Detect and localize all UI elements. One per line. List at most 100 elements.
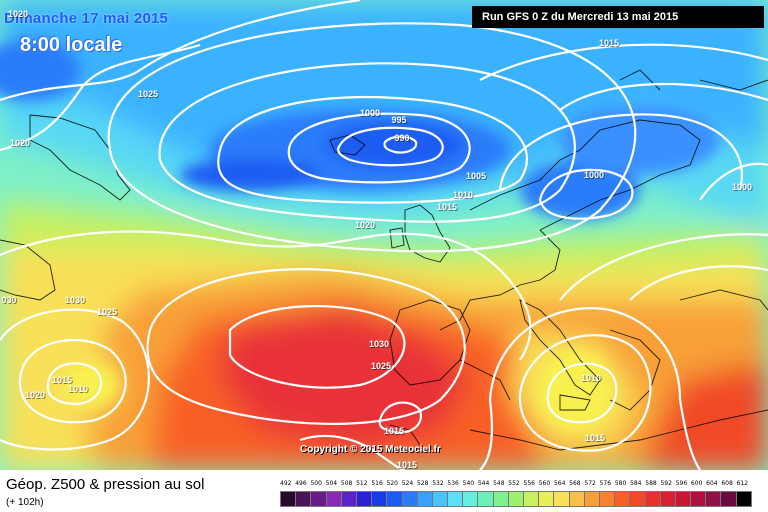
color-scale-swatch <box>675 492 692 506</box>
isobar-label: 1000 <box>731 182 753 192</box>
color-scale-label: 532 <box>432 480 444 487</box>
color-scale-label: 516 <box>371 480 383 487</box>
isobar-label: 1015 <box>396 460 418 470</box>
legend-title: Géop. Z500 & pression au sol <box>6 476 205 493</box>
color-scale-label: 496 <box>295 480 307 487</box>
isobar-label: 1000 <box>359 108 381 118</box>
isobars <box>0 0 768 470</box>
color-scale-label: 528 <box>416 480 429 487</box>
color-scale-swatch <box>706 492 722 506</box>
color-scale-swatch <box>326 492 342 506</box>
color-scale-label: 612 <box>736 480 749 487</box>
color-scale-swatch <box>463 492 479 506</box>
isobar-label: 1015 <box>383 426 405 436</box>
color-scale-swatch <box>281 492 297 506</box>
color-scale-label: 520 <box>386 480 398 487</box>
color-scale-swatch <box>615 492 631 506</box>
color-scale-swatch <box>341 492 357 506</box>
isobar-label: 1010 <box>452 190 474 200</box>
color-scale-swatch <box>539 492 555 506</box>
color-scale-label: 556 <box>523 480 535 487</box>
forecast-time: 8:00 locale <box>20 34 123 56</box>
color-scale-swatch <box>372 492 388 506</box>
color-scale-label: 524 <box>401 480 414 487</box>
color-scale-label: 580 <box>614 480 627 487</box>
color-scale-label: 564 <box>553 480 566 487</box>
color-scale-swatch <box>645 492 661 506</box>
color-scale-swatch <box>691 492 707 506</box>
color-scale-swatch <box>554 492 570 506</box>
color-scale-swatch <box>356 492 373 506</box>
isobar-label: 1020 <box>24 390 46 400</box>
color-scale-label: 492 <box>280 480 292 487</box>
isobar-label: 990 <box>394 133 410 143</box>
color-scale-swatch <box>524 492 540 506</box>
color-scale-swatches <box>280 491 752 507</box>
isobar-label: 1030 <box>64 295 86 305</box>
isobar-label: 1015 <box>436 202 458 212</box>
isobar-label: 1030 <box>368 339 390 349</box>
color-scale-swatch <box>736 492 751 506</box>
color-scale-label: 540 <box>462 480 475 487</box>
isobar-label: 1015 <box>584 433 606 443</box>
color-scale-swatch <box>417 492 433 506</box>
color-scale-swatch <box>630 492 646 506</box>
isobar-label: 030 <box>1 295 17 305</box>
color-scale-label: 584 <box>630 480 642 487</box>
isobar-label: 1000 <box>583 170 605 180</box>
color-scale-label: 568 <box>569 480 581 487</box>
isobar-label: 1010 <box>67 384 89 394</box>
color-scale-label: 608 <box>721 480 733 487</box>
color-scale-swatch <box>493 492 509 506</box>
color-scale-swatch <box>432 492 449 506</box>
color-scale-label: 600 <box>690 480 703 487</box>
color-scale-swatch <box>296 492 312 506</box>
isobar-label: 1020 <box>9 138 31 148</box>
isobar-label: 1020 <box>354 220 376 230</box>
legend-footer: Géop. Z500 & pression au sol (+ 102h) 49… <box>0 470 768 512</box>
color-scale-label: 588 <box>645 480 657 487</box>
color-scale-label: 572 <box>584 480 596 487</box>
color-scale-label: 512 <box>356 480 368 487</box>
color-scale-label: 544 <box>477 480 490 487</box>
color-scale-swatch <box>584 492 600 506</box>
color-scale-label: 604 <box>706 480 718 487</box>
isobar-label: 1025 <box>96 307 118 317</box>
color-scale-swatch <box>599 492 616 506</box>
run-info-banner: Run GFS 0 Z du Mercredi 13 mai 2015 <box>472 6 764 28</box>
color-scale-labels: 492 496 500 504 508 512 516 520 524 528 532 536 540 5… <box>280 480 752 490</box>
color-scale-label: 500 <box>310 480 322 487</box>
color-scale-label: 548 <box>493 480 505 487</box>
color-scale-label: 560 <box>538 480 551 487</box>
isobar-label: 1015 <box>51 375 73 385</box>
color-scale-label: 504 <box>325 480 338 487</box>
color-scale-label: 596 <box>675 480 688 487</box>
run-info-text: Run GFS 0 Z du Mercredi 13 mai 2015 <box>482 11 679 23</box>
isobar-label: 995 <box>391 115 407 125</box>
isobar-label: 1020 <box>7 9 29 19</box>
color-scale-label: 592 <box>660 480 672 487</box>
copyright-notice: Copyright © 2015 Meteociel.fr <box>300 444 441 455</box>
color-scale-swatch <box>721 492 737 506</box>
color-scale-swatch <box>448 492 464 506</box>
color-scale-label: 508 <box>340 480 353 487</box>
color-scale-swatch <box>402 492 418 506</box>
color-scale: 492 496 500 504 508 512 516 520 524 528 532 536 540 5… <box>280 480 752 510</box>
isobar-label: 1025 <box>370 361 392 371</box>
legend-subtitle: (+ 102h) <box>6 497 44 508</box>
weather-map <box>0 0 768 470</box>
color-scale-swatch <box>478 492 494 506</box>
color-scale-swatch <box>311 492 327 506</box>
isobar-label: 1010 <box>580 373 602 383</box>
color-scale-swatch <box>569 492 585 506</box>
isobar-label: 1015 <box>598 38 620 48</box>
color-scale-label: 536 <box>447 480 459 487</box>
color-scale-swatch <box>660 492 676 506</box>
color-scale-label: 576 <box>599 480 612 487</box>
isobar-label: 1005 <box>465 171 487 181</box>
color-scale-label: 552 <box>508 480 520 487</box>
isobar-label: 1025 <box>137 89 159 99</box>
forecast-date: Dimanche 17 mai 2015 <box>4 10 169 27</box>
color-scale-swatch <box>508 492 524 506</box>
